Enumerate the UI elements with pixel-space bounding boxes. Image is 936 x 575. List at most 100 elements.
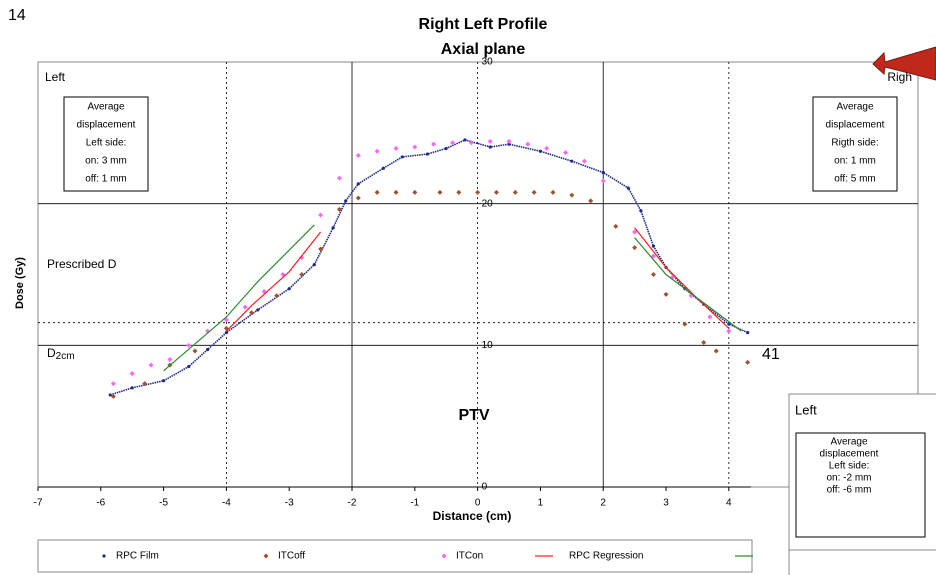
box-line: off: 1 mm <box>85 174 127 185</box>
legend-label: ITCoff <box>278 551 305 562</box>
data-point <box>544 145 550 151</box>
x-tick-label: -2 <box>348 498 357 509</box>
data-point <box>336 206 342 212</box>
data-point <box>632 229 638 235</box>
x-tick-label: 1 <box>538 498 544 509</box>
data-point <box>129 371 135 377</box>
d2cm-label: D2cm <box>47 346 75 361</box>
data-point <box>374 148 380 154</box>
data-point <box>437 189 443 195</box>
data-point <box>588 198 594 204</box>
legend-label: RPC Film <box>116 551 159 562</box>
data-point <box>355 195 361 201</box>
data-point <box>242 304 248 310</box>
inset-label: Left <box>795 402 817 417</box>
data-point <box>650 272 656 277</box>
data-point <box>431 141 437 147</box>
data-point <box>682 321 688 327</box>
x-tick-label: 0 <box>475 498 481 509</box>
box-line: on: 3 mm <box>85 156 127 167</box>
chart-title: Right Left Profile <box>419 16 548 33</box>
x-tick-label: 4 <box>726 498 732 509</box>
data-point <box>456 189 462 195</box>
box-line: Average <box>830 437 868 448</box>
legend-label: RPC Regression <box>569 551 643 562</box>
legend-swatch <box>102 554 106 558</box>
box-line: Rigth side: <box>831 138 878 149</box>
data-point <box>468 140 474 146</box>
data-point <box>148 362 154 368</box>
data-point <box>707 314 713 320</box>
inset-box <box>795 432 926 538</box>
data-point <box>249 310 255 316</box>
data-point <box>299 272 305 277</box>
box-line: Average <box>836 102 874 113</box>
data-point <box>167 357 173 362</box>
data-point <box>663 291 669 297</box>
box-line: Left side: <box>86 138 127 149</box>
legend <box>37 539 753 573</box>
box-line: displacement <box>826 120 885 131</box>
x-tick-label: -4 <box>222 498 231 509</box>
x-tick-label: -1 <box>410 498 419 509</box>
box-line: on: 1 mm <box>834 156 876 167</box>
data-point <box>475 189 481 195</box>
data-point <box>299 255 305 260</box>
right-label: Righ <box>887 70 912 84</box>
x-tick-label: -5 <box>159 498 168 509</box>
left-label: Left <box>45 70 66 84</box>
y-tick-label: 30 <box>482 57 494 68</box>
data-point <box>449 140 455 146</box>
box-line: Left side: <box>829 461 870 472</box>
data-point <box>713 348 719 354</box>
data-point <box>581 158 587 164</box>
data-point <box>569 192 575 198</box>
right-box <box>812 96 898 192</box>
data-point <box>506 138 512 144</box>
box-line: Average <box>87 102 125 113</box>
left-box <box>63 96 149 192</box>
data-point <box>336 175 342 181</box>
data-point <box>493 189 499 195</box>
x-tick-label: -6 <box>96 498 105 509</box>
data-point <box>186 342 192 348</box>
series-line <box>163 224 315 372</box>
data-point <box>701 340 707 345</box>
data-point <box>525 141 531 147</box>
legend-swatch <box>441 553 447 559</box>
data-point <box>393 189 399 195</box>
data-point <box>318 246 324 252</box>
box-line: displacement <box>77 120 136 131</box>
side-number: 41 <box>762 346 780 363</box>
series-line <box>634 227 730 329</box>
data-point <box>110 381 116 387</box>
box-line: on: -2 mm <box>826 473 871 484</box>
data-point <box>192 348 198 354</box>
legend-label: ITCon <box>456 551 483 562</box>
arrow-icon <box>872 46 936 81</box>
ptv-label: PTV <box>458 407 489 424</box>
prescribed-label: Prescribed D <box>47 257 117 271</box>
data-point <box>550 189 556 195</box>
x-tick-label: 2 <box>600 498 606 509</box>
box-line: off: 5 mm <box>834 174 876 185</box>
data-point <box>745 359 751 365</box>
box-line: off: -6 mm <box>827 485 872 496</box>
x-tick-label: -7 <box>34 498 43 509</box>
data-point <box>393 145 399 151</box>
data-point <box>650 253 656 259</box>
data-point <box>726 328 732 334</box>
data-point <box>632 245 638 251</box>
x-tick-label: 3 <box>663 498 669 509</box>
y-axis-label: Dose (Gy) <box>14 257 26 309</box>
page-number: 14 <box>8 7 26 24</box>
data-point <box>412 189 418 195</box>
data-point <box>142 381 148 387</box>
x-axis-label: Distance (cm) <box>433 509 512 523</box>
data-point <box>600 178 606 184</box>
data-point <box>274 293 280 299</box>
data-point <box>355 153 361 158</box>
data-point <box>512 189 518 195</box>
